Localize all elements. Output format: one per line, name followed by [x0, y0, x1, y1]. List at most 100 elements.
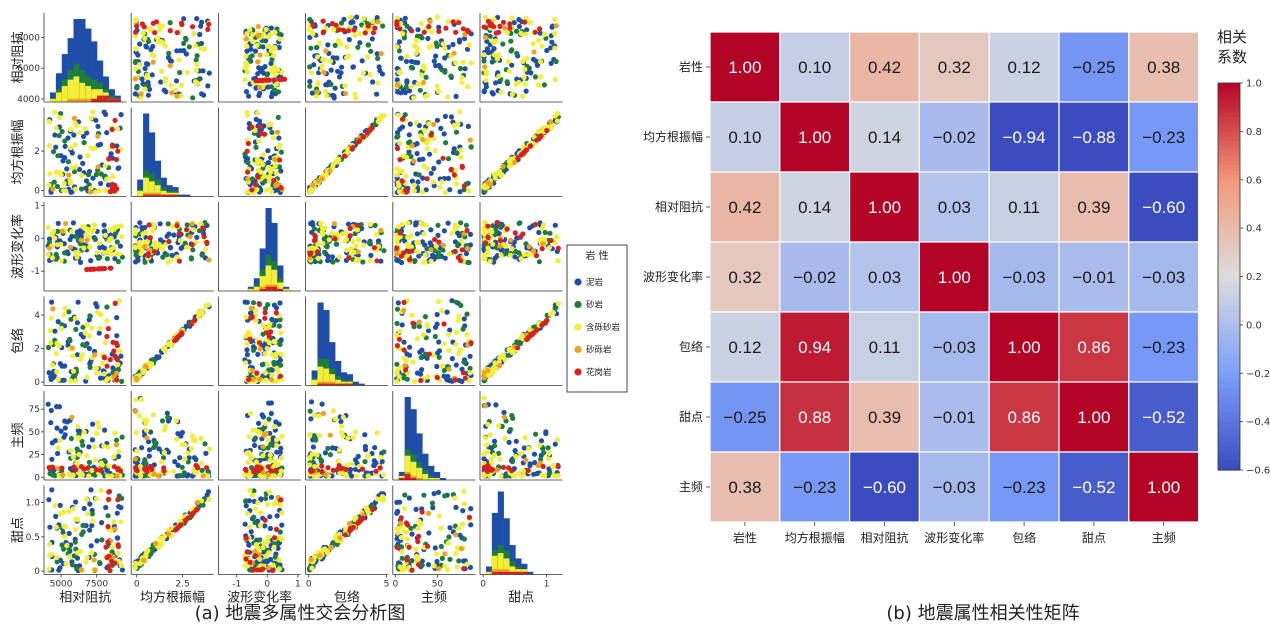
- scatter-point: [272, 157, 278, 163]
- scatter-point: [523, 457, 529, 463]
- scatter-point: [48, 407, 54, 414]
- scatter-point: [73, 378, 79, 384]
- scatter-point: [143, 363, 149, 370]
- scatter-point: [67, 236, 73, 243]
- scatter-point: [255, 351, 261, 357]
- heatmap-value: 0.38: [1147, 58, 1180, 77]
- scatter-point: [394, 545, 400, 551]
- scatter-point: [371, 458, 377, 464]
- scatter-point: [135, 257, 141, 263]
- scatter-point: [460, 521, 466, 527]
- heatmap-value: 1.00: [798, 128, 831, 147]
- scatter-point: [537, 30, 543, 36]
- scatter-point: [50, 306, 56, 312]
- scatter-point: [254, 42, 260, 48]
- scatter-point: [200, 68, 206, 74]
- hist-bar: [422, 473, 429, 480]
- scatter-point: [98, 487, 104, 493]
- scatter-point: [367, 127, 373, 133]
- scatter-point: [138, 396, 145, 402]
- scatter-point: [246, 473, 252, 479]
- scatter-point: [505, 59, 511, 65]
- scatter-point: [319, 463, 325, 469]
- scatter-point: [265, 302, 271, 308]
- scatter-point: [365, 473, 371, 479]
- hist-bar: [410, 477, 417, 480]
- scatter-point: [106, 496, 112, 502]
- scatter-point: [464, 311, 470, 317]
- heatmap-value: −0.01: [1072, 268, 1115, 287]
- scatter-point: [189, 242, 195, 248]
- scatter-point: [46, 142, 52, 148]
- scatter-point: [409, 567, 415, 573]
- scatter-point: [443, 25, 449, 31]
- scatter-point: [330, 259, 336, 265]
- scatter-point: [150, 412, 156, 418]
- scatter-point: [167, 28, 173, 34]
- scatter-point: [64, 166, 70, 172]
- scatter-point: [255, 59, 261, 65]
- scatter-point: [90, 421, 96, 427]
- heatmap-cell: [779, 101, 851, 173]
- scatter-point: [49, 456, 55, 462]
- scatter-point: [370, 30, 376, 36]
- scatter-point: [485, 234, 491, 241]
- scatter-point: [406, 88, 413, 94]
- scatter-point: [504, 79, 510, 85]
- scatter-point: [435, 350, 441, 356]
- scatter-point: [342, 83, 348, 89]
- scatter-point: [149, 227, 156, 234]
- scatter-point: [489, 229, 495, 235]
- scatter-point: [309, 565, 315, 571]
- scatter-point: [46, 541, 53, 547]
- scatter-point: [88, 228, 95, 235]
- scatter-point: [420, 175, 426, 181]
- scatter-point: [92, 457, 98, 463]
- scatter-point: [66, 309, 72, 315]
- scatter-point: [104, 256, 110, 262]
- scatter-point: [497, 456, 503, 462]
- scatter-point: [139, 247, 145, 254]
- scatter-point: [85, 511, 91, 517]
- hist-bar: [137, 190, 144, 197]
- scatter-point: [416, 323, 422, 329]
- heatmap-value: 0.12: [728, 338, 761, 357]
- scatter-point: [249, 454, 255, 461]
- pair-cell-5-1: [130, 485, 214, 575]
- scatter-point: [375, 55, 381, 62]
- scatter-point: [396, 39, 403, 45]
- scatter-point: [397, 230, 403, 236]
- scatter-point: [454, 545, 461, 551]
- scatter-point: [243, 314, 249, 320]
- scatter-point: [174, 525, 180, 531]
- scatter-point: [416, 533, 422, 539]
- scatter-point: [89, 437, 96, 443]
- scatter-point: [178, 93, 184, 99]
- scatter-point: [406, 132, 412, 138]
- scatter-point: [52, 438, 59, 444]
- scatter-point: [547, 470, 553, 476]
- scatter-point: [94, 250, 100, 256]
- scatter-point: [380, 23, 386, 29]
- scatter-point: [256, 301, 263, 307]
- scatter-point: [257, 124, 263, 130]
- scatter-point: [515, 155, 521, 161]
- scatter-point: [346, 53, 352, 59]
- scatter-point: [451, 122, 457, 128]
- scatter-point: [504, 247, 510, 253]
- scatter-point: [262, 305, 269, 312]
- scatter-point: [157, 26, 163, 33]
- scatter-point: [468, 340, 474, 346]
- scatter-point: [411, 188, 417, 194]
- scatter-point: [144, 417, 150, 424]
- scatter-point: [344, 44, 350, 50]
- scatter-point: [452, 377, 458, 383]
- scatter-point: [274, 129, 280, 135]
- hist-bar: [73, 98, 80, 102]
- scatter-point: [353, 95, 359, 101]
- scatter-point: [249, 187, 255, 193]
- scatter-point: [269, 352, 275, 358]
- scatter-point: [61, 180, 67, 186]
- scatter-point: [461, 566, 467, 572]
- pair-cell-3-5: [479, 296, 563, 386]
